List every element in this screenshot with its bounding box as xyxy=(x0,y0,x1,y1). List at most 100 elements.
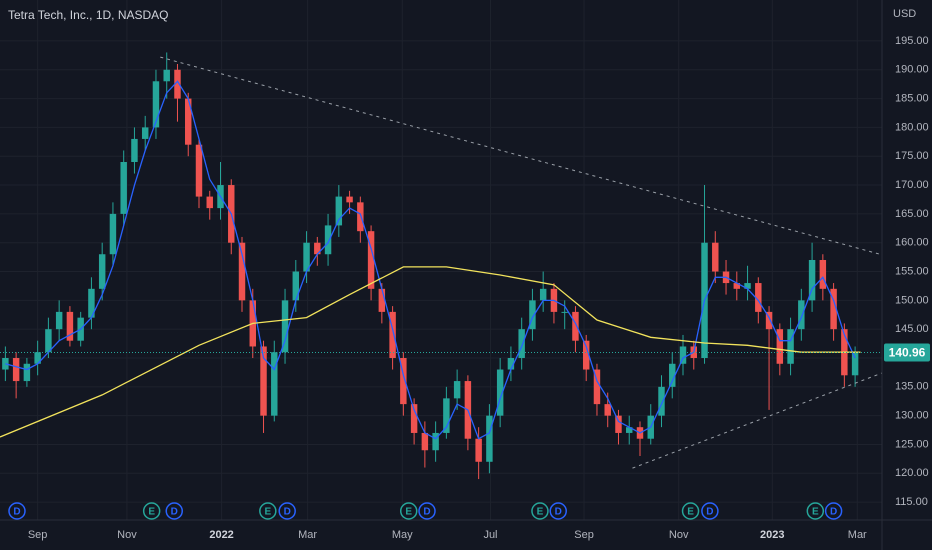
event-label: D xyxy=(706,507,713,518)
candle-body xyxy=(141,127,149,139)
event-label: E xyxy=(537,507,544,518)
candle-body xyxy=(679,346,687,364)
candle-body xyxy=(615,415,622,433)
candle-body xyxy=(88,288,95,318)
candle-body xyxy=(410,404,418,433)
candle-body xyxy=(174,69,181,99)
candle-body xyxy=(572,311,579,341)
candle-body xyxy=(765,311,773,330)
candle-body xyxy=(798,300,805,330)
y-tick-label: 135.00 xyxy=(895,381,929,393)
candle-body xyxy=(109,213,117,255)
moving-average xyxy=(5,80,856,440)
candle-body xyxy=(357,202,364,232)
candle-body xyxy=(271,352,278,416)
candle-body xyxy=(787,329,794,364)
y-tick-label: 175.00 xyxy=(895,150,929,162)
candle-body xyxy=(733,283,741,289)
event-label: D xyxy=(13,507,20,518)
candle-body xyxy=(593,369,601,405)
event-marker xyxy=(278,502,296,520)
candle-body xyxy=(819,260,827,289)
candle-body xyxy=(475,438,482,462)
candle-body xyxy=(185,98,192,145)
event-label: E xyxy=(405,507,412,518)
last-price-label: 140.96 xyxy=(889,346,926,360)
candle-body xyxy=(2,358,9,370)
event-label: D xyxy=(423,507,430,518)
event-label: D xyxy=(555,507,562,518)
candle-body xyxy=(400,358,407,405)
y-tick-label: 190.00 xyxy=(895,64,929,76)
y-tick-label: 120.00 xyxy=(895,467,929,479)
event-marker xyxy=(701,502,719,520)
y-tick-label: 130.00 xyxy=(895,410,929,422)
event-marker xyxy=(399,502,418,520)
candle-body xyxy=(292,271,300,301)
candle-body xyxy=(45,329,52,353)
candle-body xyxy=(23,363,31,382)
event-marker xyxy=(165,502,183,520)
candle-body xyxy=(378,288,386,312)
candle-body xyxy=(744,283,751,289)
y-tick-label: 125.00 xyxy=(895,438,929,450)
candle-body xyxy=(303,242,310,272)
y-tick-label: 185.00 xyxy=(895,92,929,104)
y-tick-label: 160.00 xyxy=(895,237,929,249)
trendline xyxy=(160,56,883,256)
candle-body xyxy=(206,196,213,209)
event-marker xyxy=(531,502,549,520)
candle-body xyxy=(658,386,665,416)
candle-body xyxy=(346,196,353,203)
x-tick-label: Mar xyxy=(848,529,867,541)
x-tick-label: 2022 xyxy=(209,529,233,541)
candle-body xyxy=(830,288,837,330)
event-label: D xyxy=(284,507,291,518)
y-tick-label: 180.00 xyxy=(895,121,929,133)
candle-body xyxy=(669,363,676,387)
x-tick-label: Sep xyxy=(574,529,594,541)
candle-body xyxy=(281,300,289,353)
candle-body xyxy=(34,352,41,364)
candle-body xyxy=(421,432,429,451)
y-tick-label: 145.00 xyxy=(895,323,929,335)
event-marker xyxy=(806,502,825,520)
event-label: E xyxy=(148,507,155,518)
candle-body xyxy=(755,283,762,312)
candle-body xyxy=(152,81,160,128)
candle-body xyxy=(432,432,439,451)
candle-body xyxy=(324,225,332,255)
candle-body xyxy=(808,260,816,301)
x-tick-label: Jul xyxy=(483,529,497,541)
candle-body xyxy=(626,427,633,433)
y-tick-label: 195.00 xyxy=(895,35,929,47)
last-price-tag xyxy=(884,343,930,362)
candle-body xyxy=(120,161,127,214)
trendline xyxy=(632,372,883,469)
event-marker xyxy=(142,502,161,520)
y-tick-label: 155.00 xyxy=(895,265,929,277)
event-marker xyxy=(824,502,843,520)
y-tick-label: 115.00 xyxy=(895,496,928,508)
candle-body xyxy=(66,311,74,341)
event-label: E xyxy=(812,507,819,518)
event-marker xyxy=(418,502,436,520)
currency: USD xyxy=(893,8,916,20)
candle-body xyxy=(260,346,267,416)
event-marker xyxy=(549,502,567,520)
candle-body xyxy=(55,311,63,330)
x-tick-label: Nov xyxy=(117,529,137,541)
candle-body xyxy=(776,329,784,364)
y-tick-label: 165.00 xyxy=(895,208,929,220)
x-tick-label: May xyxy=(392,529,413,541)
candle-body xyxy=(195,144,203,197)
candle-body xyxy=(604,404,611,416)
candle-body xyxy=(507,358,515,370)
candle-body xyxy=(98,254,106,289)
candle-body xyxy=(851,352,859,376)
candle-body xyxy=(131,138,138,162)
candle-body xyxy=(529,300,536,330)
candle-body xyxy=(367,231,375,289)
